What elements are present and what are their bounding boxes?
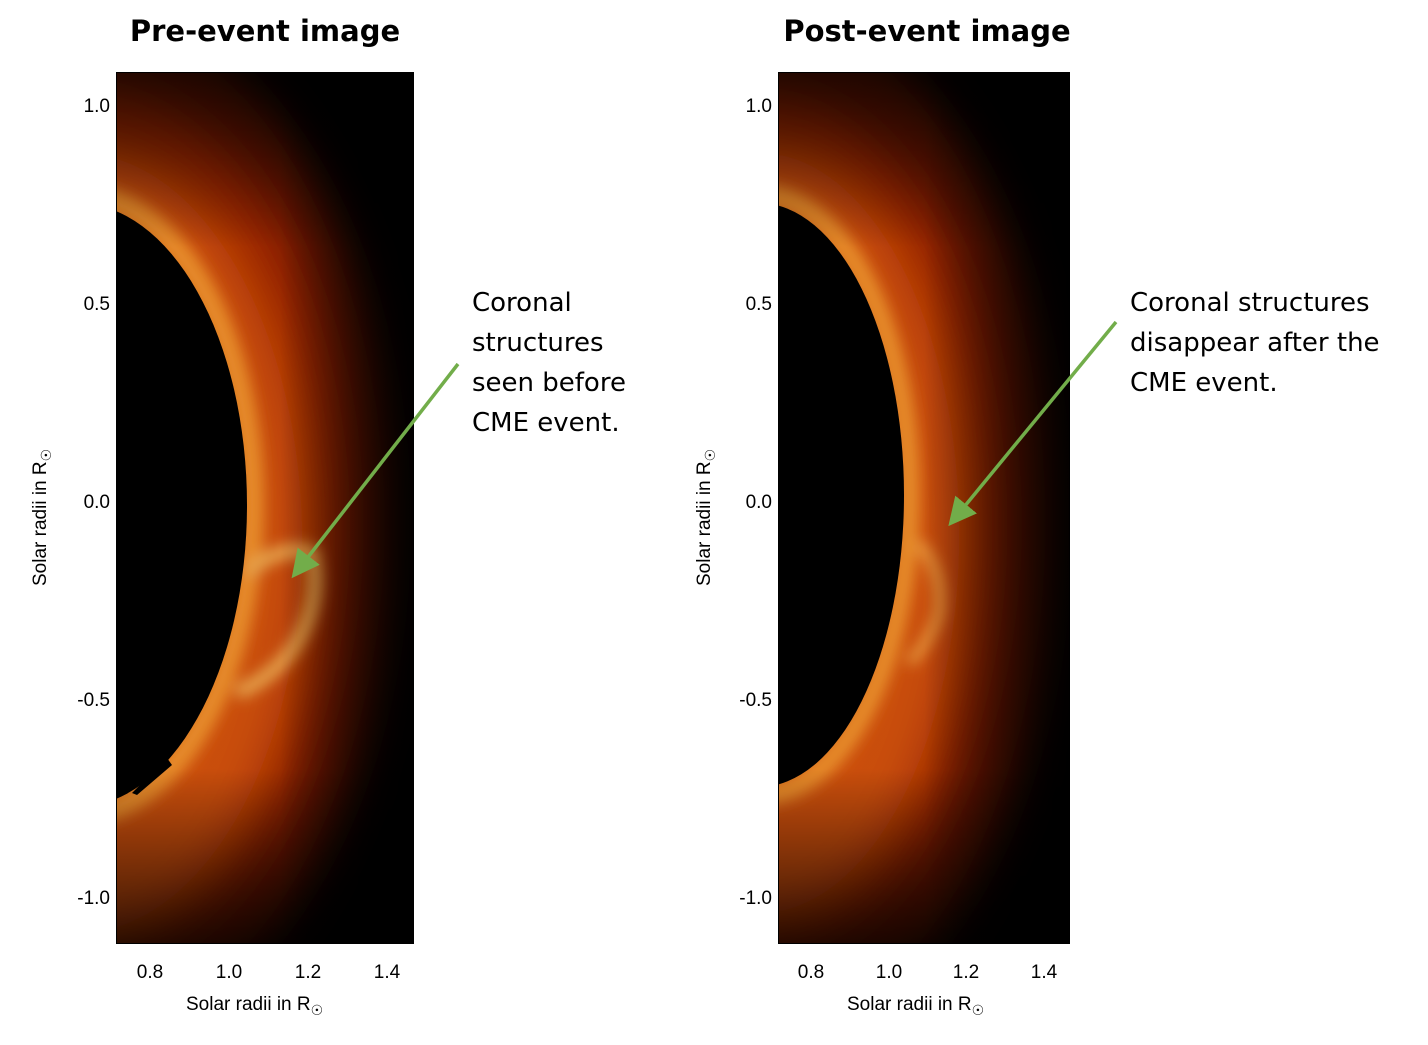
ytick-label: -0.5 bbox=[77, 690, 110, 711]
annotation-line: CME event. bbox=[1130, 368, 1278, 398]
post-event-corona-image bbox=[778, 72, 1070, 944]
xtick-label: 1.4 bbox=[1030, 962, 1058, 983]
ytick-label: -0.5 bbox=[739, 690, 772, 711]
ytick-label: 0.0 bbox=[83, 492, 110, 513]
annotation-line: CME event. bbox=[472, 408, 620, 438]
post-event-annotation: Coronal structures disappear after the C… bbox=[1130, 283, 1380, 403]
ytick-label: 1.0 bbox=[83, 96, 110, 117]
annotation-line: structures bbox=[472, 328, 604, 358]
x-axis-label: Solar radii in R☉ bbox=[847, 994, 985, 1018]
xtick-label: 1.0 bbox=[215, 962, 243, 983]
annotation-line: seen before bbox=[472, 368, 626, 398]
ytick-label: -1.0 bbox=[77, 888, 110, 909]
y-axis-label: Solar radii in R☉ bbox=[694, 448, 718, 586]
post-event-title: Post-event image bbox=[783, 14, 1071, 48]
annotation-line: disappear after the bbox=[1130, 328, 1380, 358]
ytick-label: 0.0 bbox=[745, 492, 772, 513]
pre-event-corona-image bbox=[116, 72, 414, 944]
pre-event-title: Pre-event image bbox=[129, 14, 401, 48]
pre-event-annotation: Coronal structures seen before CME event… bbox=[472, 283, 626, 443]
y-axis-label: Solar radii in R☉ bbox=[30, 448, 54, 586]
x-axis-label: Solar radii in R☉ bbox=[186, 994, 324, 1018]
annotation-line: Coronal bbox=[472, 288, 572, 318]
ytick-label: 0.5 bbox=[83, 294, 110, 315]
ytick-label: 0.5 bbox=[745, 294, 772, 315]
annotation-line: Coronal structures bbox=[1130, 288, 1370, 318]
xtick-label: 1.4 bbox=[373, 962, 401, 983]
ytick-label: 1.0 bbox=[745, 96, 772, 117]
xtick-label: 1.2 bbox=[294, 962, 322, 983]
xtick-label: 1.0 bbox=[875, 962, 903, 983]
xtick-label: 1.2 bbox=[952, 962, 980, 983]
xtick-label: 0.8 bbox=[136, 962, 164, 983]
xtick-label: 0.8 bbox=[797, 962, 825, 983]
ytick-label: -1.0 bbox=[739, 888, 772, 909]
